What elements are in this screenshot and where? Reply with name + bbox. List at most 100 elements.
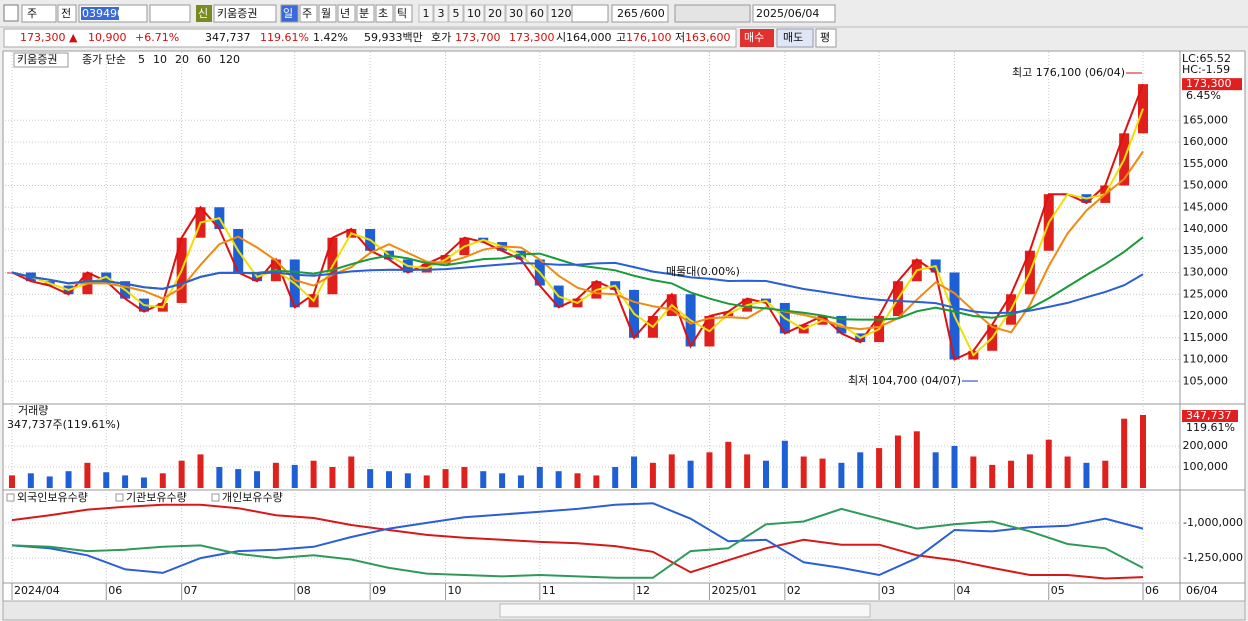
unit-tab[interactable] — [356, 4, 375, 23]
new: 신 — [198, 7, 208, 20]
volume-bar — [555, 471, 562, 488]
volume-bar — [178, 460, 185, 488]
y-tick-label: 135,000 — [1183, 244, 1229, 257]
unit-tab[interactable] — [375, 4, 394, 23]
y-tick-label: 155,000 — [1183, 157, 1229, 170]
unit-label: 월 — [321, 7, 331, 20]
range-label: 120 — [551, 7, 572, 20]
date-field[interactable] — [752, 4, 836, 23]
prev: 전 — [61, 7, 71, 20]
count-field[interactable] — [611, 4, 669, 23]
volume-bar — [819, 458, 826, 488]
bid-label: 호가 — [431, 31, 451, 44]
moving-average — [11, 150, 1144, 334]
volume-bar — [1008, 460, 1015, 488]
y-tick-label: -1,250,000 — [1183, 551, 1243, 564]
volume-bar — [593, 475, 600, 488]
x-tick-label: 09 — [372, 584, 386, 597]
volume-bar — [84, 462, 91, 488]
unit-label: 주 — [302, 7, 312, 20]
menu-icon[interactable] — [3, 4, 19, 22]
y-tick-label: 150,000 — [1183, 179, 1229, 192]
volume-bar — [612, 467, 619, 488]
volume-bar — [989, 464, 996, 488]
change: 10,900 — [88, 31, 127, 44]
low-label: 저 — [675, 31, 685, 44]
volume-bar — [499, 473, 506, 488]
volume-bar — [1140, 414, 1146, 488]
volume-bar — [894, 435, 901, 488]
open: 164,000 — [566, 31, 612, 44]
volume-bar — [423, 475, 430, 488]
lc: LC:65.52 — [1182, 52, 1231, 65]
range-label: 1 — [423, 7, 430, 20]
range-tab[interactable] — [433, 4, 449, 23]
high-label: 고 — [616, 31, 626, 44]
x-end-label: 06/04 — [1186, 584, 1218, 597]
volume-bar — [725, 441, 732, 488]
x-tick-label: 06 — [1145, 584, 1159, 597]
unit-tab[interactable] — [280, 4, 299, 23]
volume-bar — [1121, 418, 1128, 488]
y-tick-label: 125,000 — [1183, 287, 1229, 300]
range-label: 30 — [509, 7, 523, 20]
volume-bar — [951, 446, 958, 488]
quote-bar — [3, 28, 737, 48]
count: 265 — [617, 7, 638, 20]
volume-bar — [254, 471, 261, 488]
amount: 59,933백만 — [364, 31, 423, 44]
y-tick-label: 115,000 — [1183, 331, 1229, 344]
legend-item: 개인보유수량 — [222, 491, 283, 504]
volume-bar — [386, 471, 392, 488]
range-tab[interactable] — [448, 4, 464, 23]
x-tick-label: 2024/04 — [14, 584, 60, 597]
range-combo[interactable] — [571, 4, 609, 23]
x-tick-label: 06 — [108, 584, 122, 597]
unit-tab[interactable] — [299, 4, 318, 23]
legend-ma: 20 — [175, 53, 189, 66]
unit-label: 초 — [378, 7, 388, 20]
volume-bar — [216, 467, 223, 488]
range-tab[interactable] — [526, 4, 548, 23]
vol-rate: 119.61% — [260, 31, 309, 44]
chart-bg — [2, 50, 1246, 602]
y-tick-label: 110,000 — [1183, 353, 1229, 366]
volume-bar — [781, 440, 788, 488]
volume-bar — [103, 472, 110, 488]
sell-button[interactable] — [776, 28, 814, 48]
range-tab[interactable] — [418, 4, 434, 23]
unit-tab[interactable] — [337, 4, 356, 23]
prev-button[interactable] — [57, 4, 77, 23]
range-tab[interactable] — [463, 4, 485, 23]
unit-tab[interactable] — [318, 4, 337, 23]
buy-button[interactable] — [740, 29, 774, 47]
range-tab[interactable] — [484, 4, 506, 23]
avg-button[interactable] — [815, 28, 837, 48]
last-rate: 6.45% — [1186, 89, 1221, 102]
range-label: 10 — [467, 7, 481, 20]
volume-bar — [631, 456, 638, 488]
volume-summary: 347,737주(119.61%) — [7, 418, 120, 431]
tool-icons[interactable] — [674, 4, 751, 23]
range-tab[interactable] — [505, 4, 527, 23]
moving-average — [11, 261, 1144, 315]
sell: 매도 — [783, 31, 803, 44]
y-tick-label: 160,000 — [1183, 135, 1229, 148]
legend-swatch — [211, 493, 220, 502]
new-button[interactable] — [196, 5, 212, 22]
volume-bar — [235, 469, 242, 488]
period-combo[interactable] — [21, 4, 57, 23]
volume-bar — [1064, 456, 1071, 488]
volume-bar — [272, 462, 279, 488]
moving-average — [11, 83, 1144, 361]
y-tick-label: 100,000 — [1183, 460, 1229, 473]
unit-tab[interactable] — [394, 4, 413, 23]
range-label: 5 — [453, 7, 460, 20]
high: 176,100 — [626, 31, 672, 44]
code-select — [81, 7, 119, 20]
stock-name: 키움증권 — [217, 7, 257, 20]
search-buttons[interactable] — [149, 4, 191, 23]
volume-bar — [329, 467, 336, 488]
scroll-thumb[interactable] — [499, 603, 871, 618]
volume-bar — [1083, 462, 1090, 488]
